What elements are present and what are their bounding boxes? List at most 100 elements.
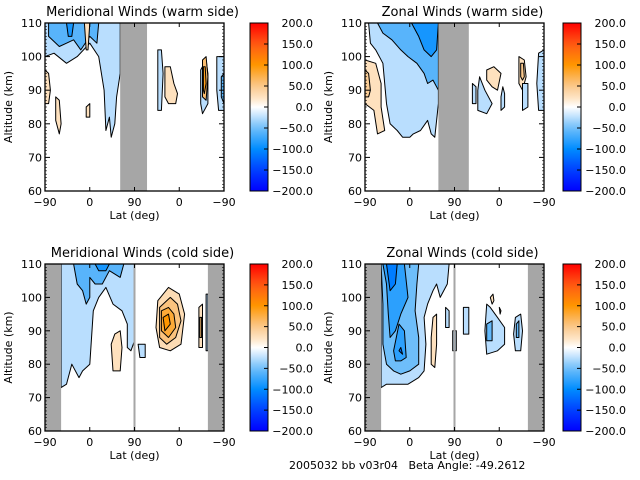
contour-region	[398, 347, 404, 355]
colorbar-tick-label: 150.0	[595, 38, 627, 51]
colorbar-tick-label: 0.0	[609, 101, 627, 114]
x-axis-label: Lat (deg)	[430, 209, 480, 222]
colorbar-tick-label: 200.0	[595, 17, 627, 30]
contour-region	[484, 303, 506, 355]
x-tick-label: 0	[176, 196, 183, 209]
contour-region	[45, 23, 121, 138]
no-data-band	[527, 264, 544, 431]
chart-title: Zonal Winds (cold side)	[386, 246, 538, 261]
plot-area	[365, 264, 544, 431]
y-tick-label: 110	[21, 17, 42, 30]
contour-region	[202, 66, 207, 95]
contour-region	[430, 313, 438, 368]
colorbar-tick-label: −100.0	[585, 383, 626, 396]
y-tick-label: 70	[28, 151, 42, 164]
y-tick-label: 100	[21, 291, 42, 304]
colorbar-tick-label: −150.0	[585, 404, 626, 417]
x-tick-label: −90	[353, 436, 376, 449]
colorbar-tick-label: 50.0	[289, 80, 314, 93]
x-tick-label: 90	[128, 436, 142, 449]
contour-region	[85, 103, 91, 118]
y-tick-label: 90	[348, 325, 362, 338]
contour-region	[500, 86, 506, 111]
plot-area	[45, 23, 224, 191]
colorbar-tick-label: 100.0	[595, 59, 627, 72]
colorbar-tick-label: 200.0	[282, 258, 314, 271]
x-tick-label: −90	[532, 436, 555, 449]
y-tick-label: 110	[21, 258, 42, 271]
y-axis-label: Altitude (km)	[2, 71, 15, 143]
contour-region	[471, 83, 477, 105]
colorbar-tick-label: −50.0	[592, 122, 626, 135]
contour-region	[60, 264, 135, 389]
y-tick-label: 80	[348, 118, 362, 131]
no-data-band	[45, 264, 62, 431]
colorbar-tick-label: −100.0	[585, 143, 626, 156]
no-data-band	[207, 264, 224, 431]
contour-region	[164, 66, 178, 105]
colorbar-tick-label: −200.0	[585, 185, 626, 198]
colorbar-tick-label: 50.0	[289, 321, 314, 334]
x-axis-label: Lat (deg)	[110, 209, 160, 222]
y-tick-label: 60	[348, 425, 362, 438]
contour-region	[386, 264, 398, 292]
y-tick-label: 60	[28, 425, 42, 438]
colorbar-tick-label: 150.0	[595, 279, 627, 292]
colorbar-tick-label: 200.0	[282, 17, 314, 30]
x-tick-label: 0	[86, 196, 93, 209]
contour-region	[498, 306, 502, 315]
contour-region	[199, 316, 203, 338]
y-tick-label: 70	[348, 151, 362, 164]
x-tick-label: −90	[212, 196, 235, 209]
x-tick-label: 0	[406, 196, 413, 209]
x-tick-label: −90	[33, 196, 56, 209]
x-axis-label: Lat (deg)	[110, 449, 160, 462]
contour-region	[205, 293, 209, 352]
y-tick-label: 90	[348, 84, 362, 97]
colorbar-tick-label: −50.0	[279, 122, 313, 135]
y-tick-label: 80	[28, 358, 42, 371]
y-tick-label: 60	[28, 185, 42, 198]
y-tick-label: 100	[341, 51, 362, 64]
no-data-band	[438, 23, 469, 191]
x-tick-label: −90	[212, 436, 235, 449]
contour-region	[520, 62, 525, 81]
y-tick-label: 100	[21, 51, 42, 64]
x-tick-label: 90	[128, 196, 142, 209]
contour-region	[536, 49, 544, 111]
contour-region	[110, 330, 123, 372]
colorbar-tick-label: −100.0	[272, 383, 313, 396]
contour-region	[157, 49, 164, 111]
colorbar-tick-label: −50.0	[279, 362, 313, 375]
footer-caption: 2005032 bb v03r04 Beta Angle: -49.2612	[289, 459, 525, 472]
colorbar-tick-label: −100.0	[272, 143, 313, 156]
footer-version: v03r04	[358, 459, 398, 472]
chart-title: Zonal Winds (warm side)	[382, 5, 544, 20]
colorbar-tick-label: 0.0	[609, 342, 627, 355]
contour-region	[445, 306, 450, 328]
footer-date-id: 2005032	[289, 459, 338, 472]
contour-region	[83, 23, 91, 51]
plot-area	[365, 23, 544, 191]
colorbar-tick-label: −150.0	[272, 164, 313, 177]
chart-title: Meridional Winds (warm side)	[46, 5, 239, 20]
contour-region	[137, 343, 146, 358]
x-tick-label: −90	[33, 436, 56, 449]
colorbar-tick-label: −150.0	[272, 404, 313, 417]
colorbar-tick-label: 50.0	[602, 80, 627, 93]
y-axis-label: Altitude (km)	[2, 311, 15, 383]
footer-beta-value: -49.2612	[475, 459, 526, 472]
colorbar-tick-label: −200.0	[272, 185, 313, 198]
colorbar-tick-label: 200.0	[595, 258, 627, 271]
colorbar-tick-label: 150.0	[282, 279, 314, 292]
colorbar-tick-label: −200.0	[272, 425, 313, 438]
y-axis-label: Altitude (km)	[322, 311, 335, 383]
plot-area	[45, 264, 224, 431]
y-tick-label: 80	[28, 118, 42, 131]
y-tick-label: 110	[341, 17, 362, 30]
contour-region	[411, 23, 439, 58]
contour-region	[515, 320, 520, 338]
